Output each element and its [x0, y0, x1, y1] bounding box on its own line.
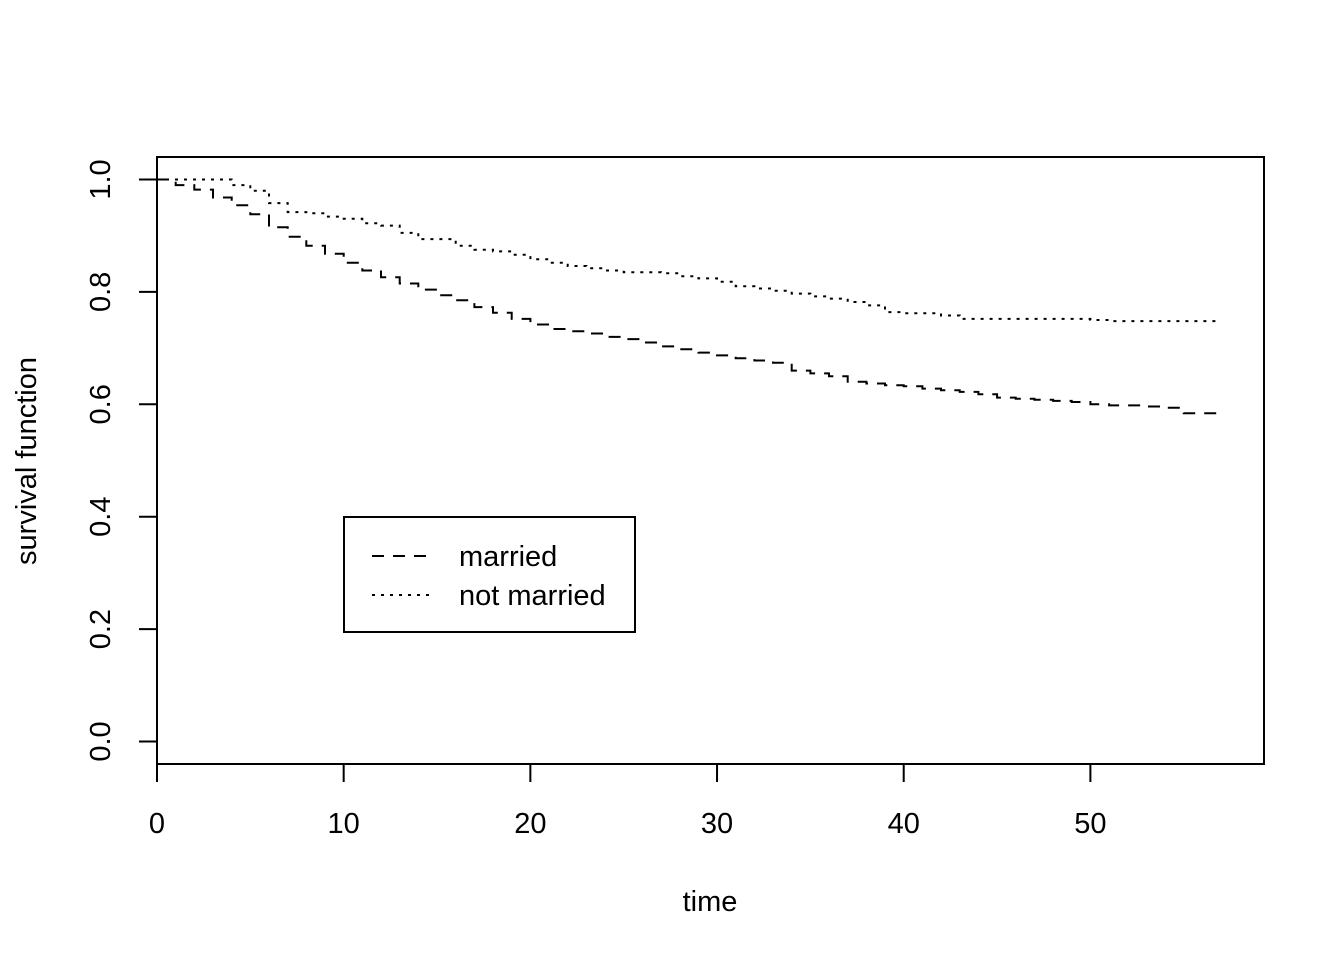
- y-axis-label: survival function: [11, 357, 43, 565]
- series-line-not-married: [157, 178, 1222, 323]
- y-tick-label: 0.4: [85, 497, 117, 537]
- x-axis-label: time: [683, 886, 738, 918]
- legend-label-not-married: not married: [459, 580, 606, 612]
- x-axis: 0 10 20 30 40 50: [149, 763, 1107, 840]
- x-tick-label: 0: [149, 808, 165, 840]
- y-tick-label: 1.0: [85, 159, 117, 199]
- y-tick-label: 0.8: [85, 272, 117, 312]
- legend-box: [343, 516, 636, 633]
- y-tick-label: 0.6: [85, 384, 117, 424]
- x-tick-label: 40: [888, 808, 920, 840]
- y-tick-label: 0.0: [85, 721, 117, 761]
- legend-label-married: married: [459, 541, 557, 573]
- x-tick-label: 20: [514, 808, 546, 840]
- plot-lines: [157, 178, 1222, 415]
- x-tick-label: 30: [701, 808, 733, 840]
- x-tick-label: 10: [328, 808, 360, 840]
- series-line-married: [157, 178, 1222, 415]
- legend: married not married: [343, 516, 636, 633]
- x-tick-label: 50: [1074, 808, 1106, 840]
- plot-box: [156, 156, 1265, 765]
- y-axis: 0.0 0.2 0.4 0.6 0.8 1.0: [85, 159, 158, 762]
- y-tick-label: 0.2: [85, 609, 117, 649]
